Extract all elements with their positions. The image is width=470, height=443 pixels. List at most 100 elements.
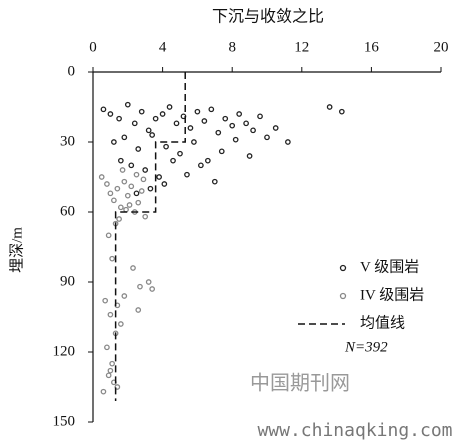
scatter-point bbox=[138, 108, 145, 115]
scatter-point bbox=[149, 286, 156, 292]
scatter-point bbox=[177, 150, 183, 157]
scatter-point bbox=[137, 283, 143, 290]
legend-symbol bbox=[339, 292, 347, 300]
scatter-point bbox=[104, 181, 110, 187]
scatter-point bbox=[128, 162, 135, 169]
scatter-point bbox=[126, 202, 133, 208]
scatter-point bbox=[208, 106, 215, 113]
scatter-point bbox=[111, 139, 117, 145]
scatter-point bbox=[338, 108, 345, 115]
chart-title: 下沉与收敛之比 bbox=[212, 8, 324, 26]
legend-symbol bbox=[339, 264, 347, 272]
x-tick-label: 20 bbox=[434, 39, 449, 55]
scatter-point bbox=[133, 171, 140, 178]
x-tick-label: 0 bbox=[89, 39, 97, 55]
x-tick-label: 8 bbox=[228, 39, 236, 55]
scatter-point bbox=[142, 213, 149, 220]
scatter-point bbox=[285, 139, 291, 145]
scatter-point bbox=[187, 125, 194, 131]
scatter-point bbox=[145, 127, 152, 134]
scatter-point bbox=[140, 176, 147, 183]
scatter-point bbox=[105, 232, 112, 239]
scatter-point bbox=[117, 321, 124, 327]
scatter-point bbox=[272, 125, 279, 131]
scatter-point bbox=[107, 367, 114, 374]
scatter-point bbox=[131, 120, 138, 127]
scatter-point bbox=[107, 190, 114, 197]
scatter-point bbox=[121, 178, 128, 185]
scatter-point bbox=[105, 372, 112, 379]
x-tick-label: 4 bbox=[159, 39, 167, 55]
scatter-point bbox=[173, 120, 180, 127]
scatter-point bbox=[198, 162, 204, 169]
y-axis-label: 埋深/m bbox=[8, 227, 25, 273]
scatter-point bbox=[121, 293, 128, 299]
scatter-point bbox=[156, 174, 162, 180]
scatter-point bbox=[236, 111, 243, 117]
scatter-point bbox=[117, 157, 124, 164]
scatter-point bbox=[138, 188, 145, 194]
scatter-point bbox=[222, 115, 229, 122]
scatter-point bbox=[116, 216, 122, 222]
scatter-point bbox=[130, 265, 136, 271]
watermark: 中国期刊网 bbox=[250, 372, 350, 395]
legend-label: 均值线 bbox=[360, 314, 405, 331]
scatter-point bbox=[145, 279, 152, 285]
y-tick-label: 0 bbox=[68, 63, 76, 79]
scatter-point bbox=[135, 199, 142, 206]
scatter-point bbox=[128, 183, 135, 190]
scatter-point bbox=[117, 204, 124, 211]
watermark: www.chinaqking.com bbox=[257, 420, 452, 441]
scatter-point bbox=[107, 311, 114, 318]
scatter-point bbox=[170, 157, 176, 164]
y-tick-label: 60 bbox=[60, 203, 75, 219]
mean-line bbox=[114, 72, 186, 401]
scatter-point bbox=[100, 388, 107, 395]
scatter-point bbox=[100, 106, 107, 113]
scatter-point bbox=[194, 108, 201, 115]
scatter-point bbox=[191, 139, 197, 145]
scatter-point bbox=[133, 190, 140, 197]
x-tick-label: 16 bbox=[364, 39, 380, 55]
scatter-point bbox=[135, 146, 142, 152]
scatter-point bbox=[102, 297, 109, 304]
scatter-point bbox=[142, 167, 149, 173]
scatter-point bbox=[246, 153, 253, 159]
scatter-point bbox=[159, 111, 166, 117]
scatter-point bbox=[201, 118, 208, 124]
scatter-point bbox=[124, 192, 131, 199]
scatter-point bbox=[98, 174, 105, 180]
scatter-point bbox=[107, 111, 114, 117]
scatter-point bbox=[116, 115, 122, 122]
scatter-point bbox=[232, 136, 239, 143]
scatter-point bbox=[123, 206, 129, 213]
scatter-point bbox=[109, 255, 115, 262]
y-tick-label: 30 bbox=[60, 133, 75, 149]
scatter-point bbox=[166, 104, 173, 110]
scatter-point bbox=[163, 143, 169, 150]
scatter-point bbox=[119, 167, 126, 173]
scatter-point bbox=[229, 122, 236, 129]
scatter-point bbox=[114, 185, 121, 192]
scatter-point bbox=[149, 132, 156, 138]
scatter-point bbox=[204, 157, 211, 164]
scatter-point bbox=[111, 197, 117, 204]
scatter-point bbox=[250, 127, 256, 134]
scatter-point bbox=[257, 113, 263, 120]
scatter-point bbox=[104, 344, 110, 351]
scatter-point bbox=[161, 181, 168, 187]
x-tick-label: 12 bbox=[294, 39, 309, 55]
scatter-point bbox=[218, 148, 225, 155]
y-tick-label: 120 bbox=[53, 343, 76, 359]
scatter-point bbox=[326, 104, 333, 110]
scatter-point bbox=[124, 101, 131, 108]
scatter-point bbox=[211, 178, 218, 185]
legend-label: V 级围岩 bbox=[360, 258, 419, 275]
scatter-point bbox=[243, 120, 249, 127]
scatter-point bbox=[215, 129, 222, 136]
scatter-point bbox=[109, 360, 115, 367]
scatter-point bbox=[121, 134, 128, 141]
scatter-point bbox=[152, 115, 159, 122]
scatter-point bbox=[184, 171, 190, 178]
